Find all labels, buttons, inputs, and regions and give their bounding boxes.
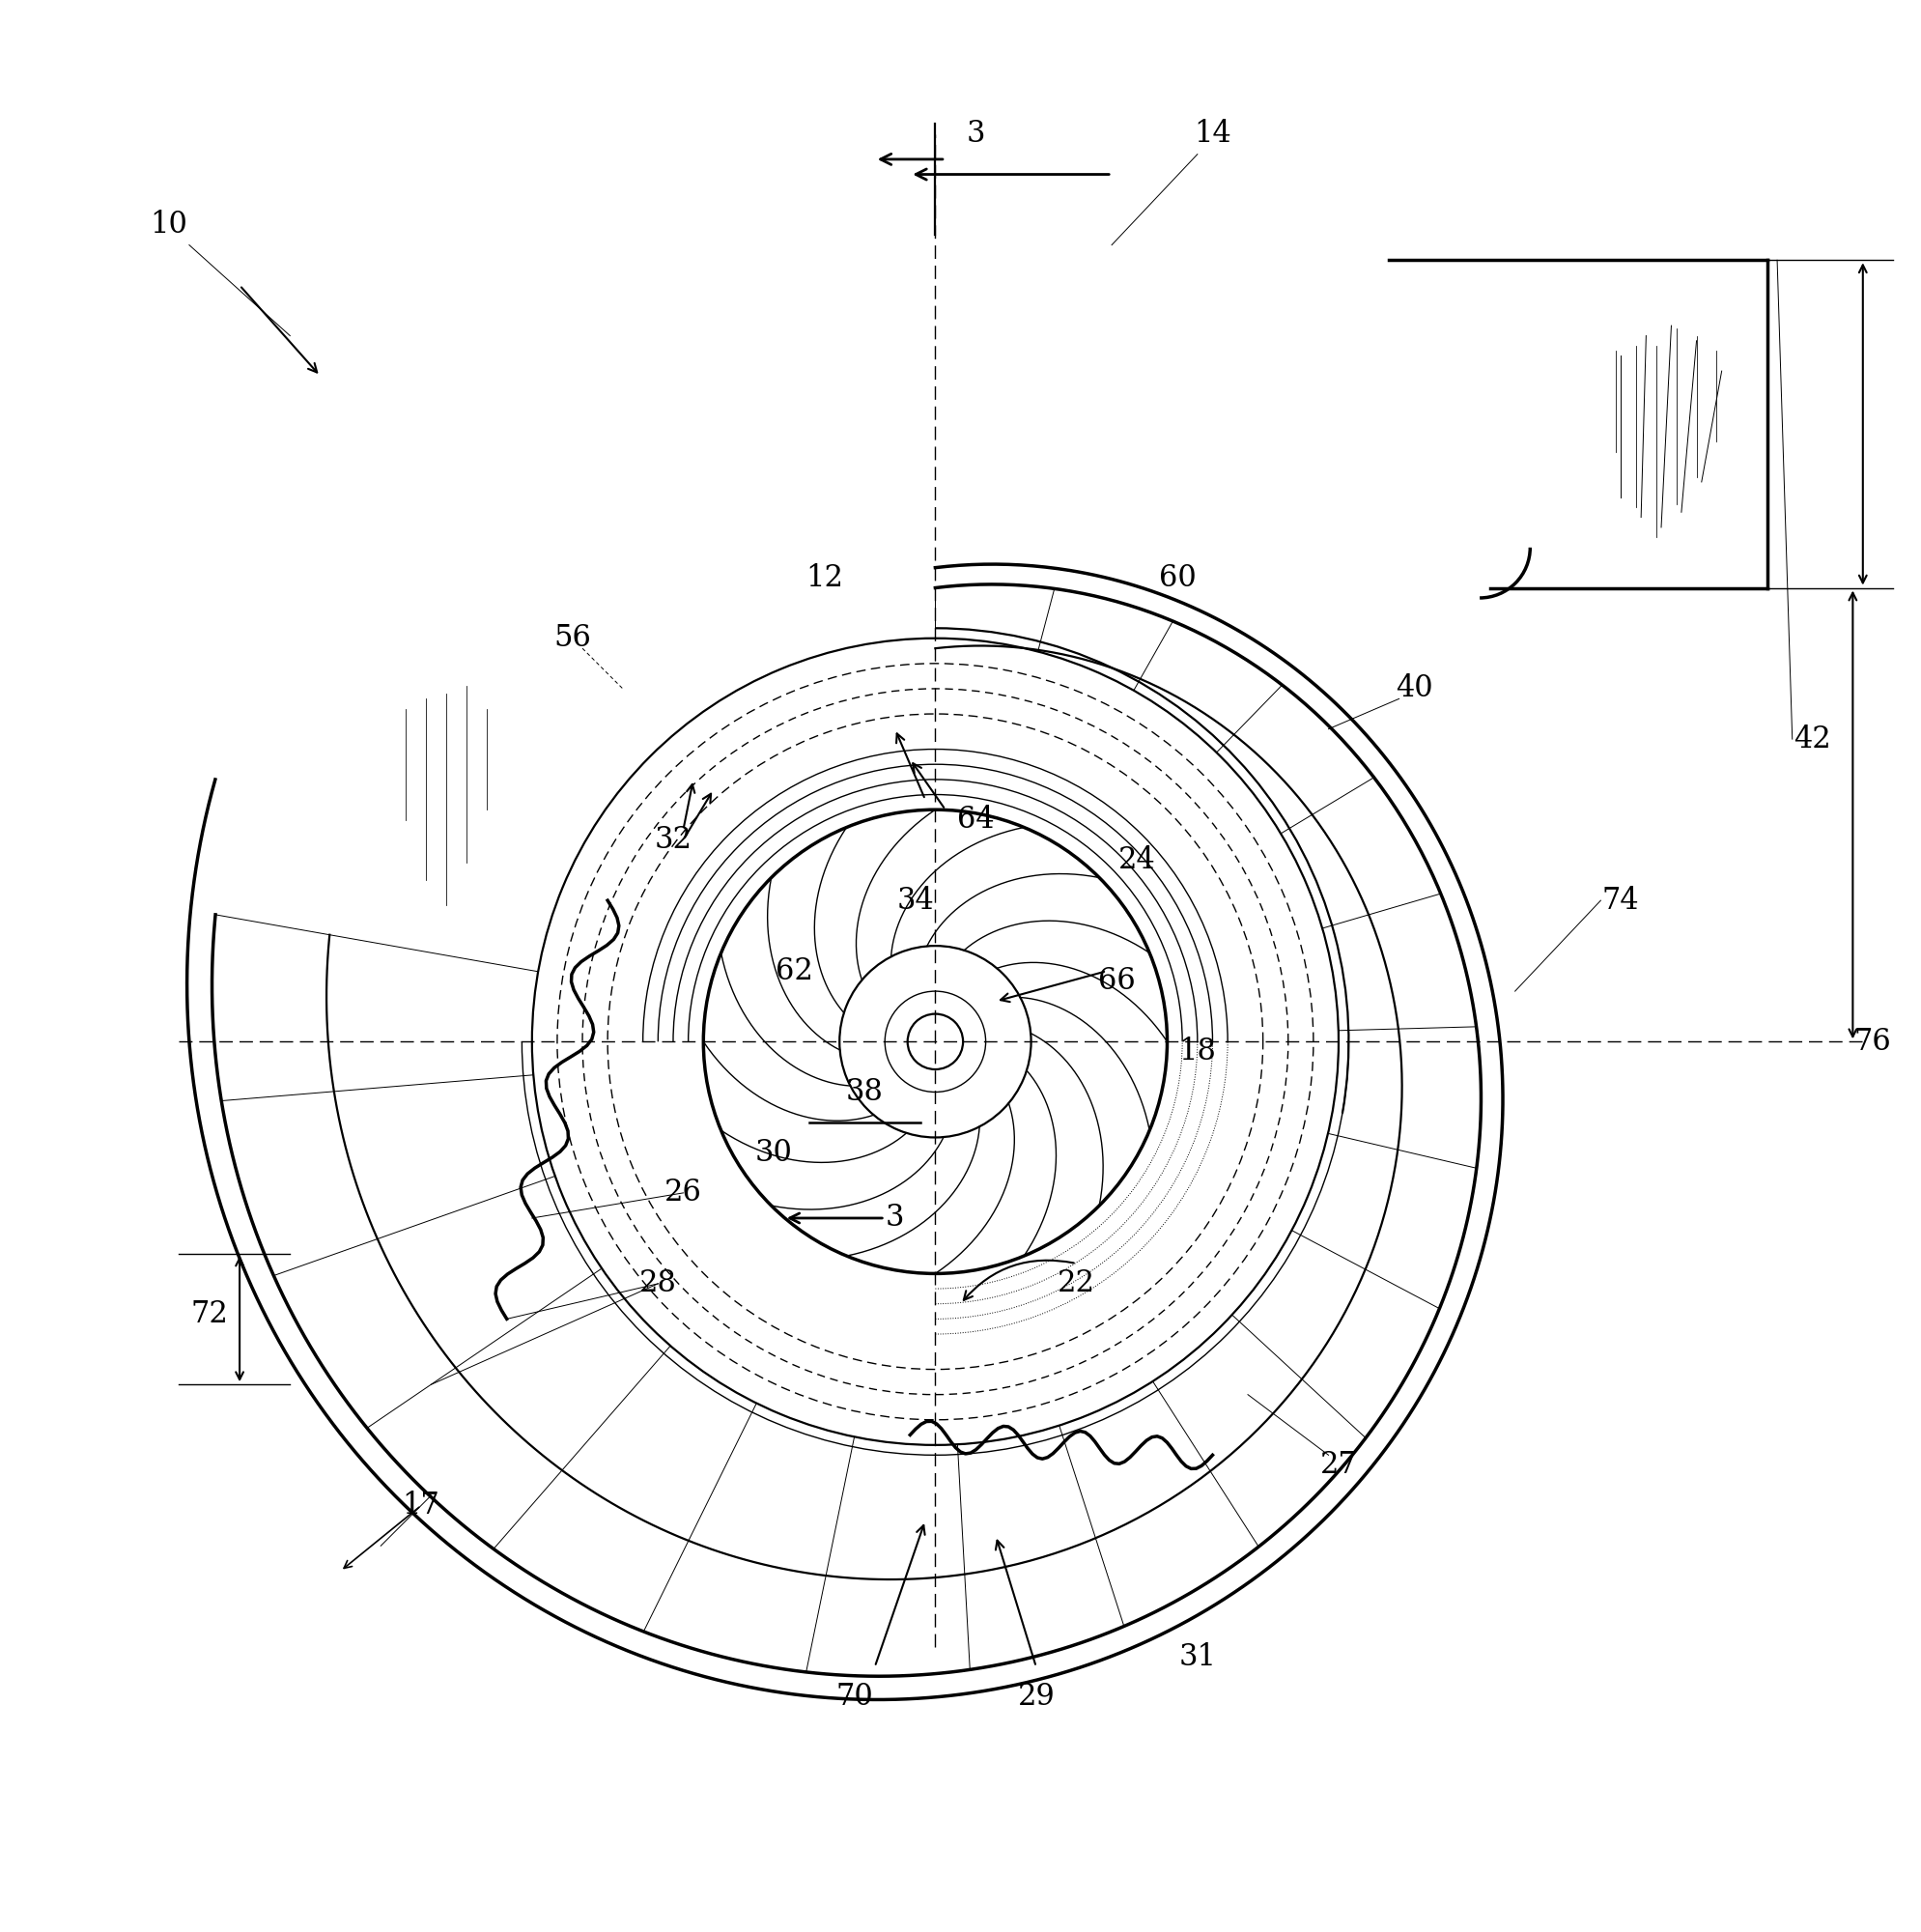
Text: 22: 22: [1058, 1269, 1095, 1298]
Text: 34: 34: [897, 885, 934, 916]
Text: 10: 10: [150, 211, 188, 240]
Text: 66: 66: [1099, 966, 1135, 997]
Text: 14: 14: [1193, 120, 1231, 149]
Text: 17: 17: [401, 1490, 440, 1520]
Text: 64: 64: [957, 806, 995, 835]
Text: 27: 27: [1320, 1451, 1358, 1480]
Text: 42: 42: [1794, 724, 1831, 753]
Text: 24: 24: [1118, 844, 1156, 875]
Text: 3: 3: [966, 120, 985, 149]
Text: 70: 70: [836, 1683, 874, 1712]
Text: 38: 38: [845, 1076, 884, 1107]
Text: 18: 18: [1179, 1037, 1216, 1066]
Text: 74: 74: [1602, 885, 1639, 916]
Text: 3: 3: [886, 1204, 905, 1233]
Text: 30: 30: [755, 1138, 793, 1167]
Text: 26: 26: [665, 1179, 701, 1208]
Text: 12: 12: [805, 562, 843, 593]
Text: 72: 72: [190, 1298, 229, 1329]
Text: 40: 40: [1395, 674, 1433, 703]
Text: 28: 28: [640, 1269, 676, 1298]
Text: 56: 56: [553, 624, 592, 653]
Text: 62: 62: [776, 956, 813, 985]
Text: 76: 76: [1854, 1026, 1892, 1057]
Text: 32: 32: [655, 825, 692, 856]
Text: 31: 31: [1179, 1642, 1216, 1671]
Text: 29: 29: [1018, 1683, 1055, 1712]
Text: 60: 60: [1158, 562, 1197, 593]
